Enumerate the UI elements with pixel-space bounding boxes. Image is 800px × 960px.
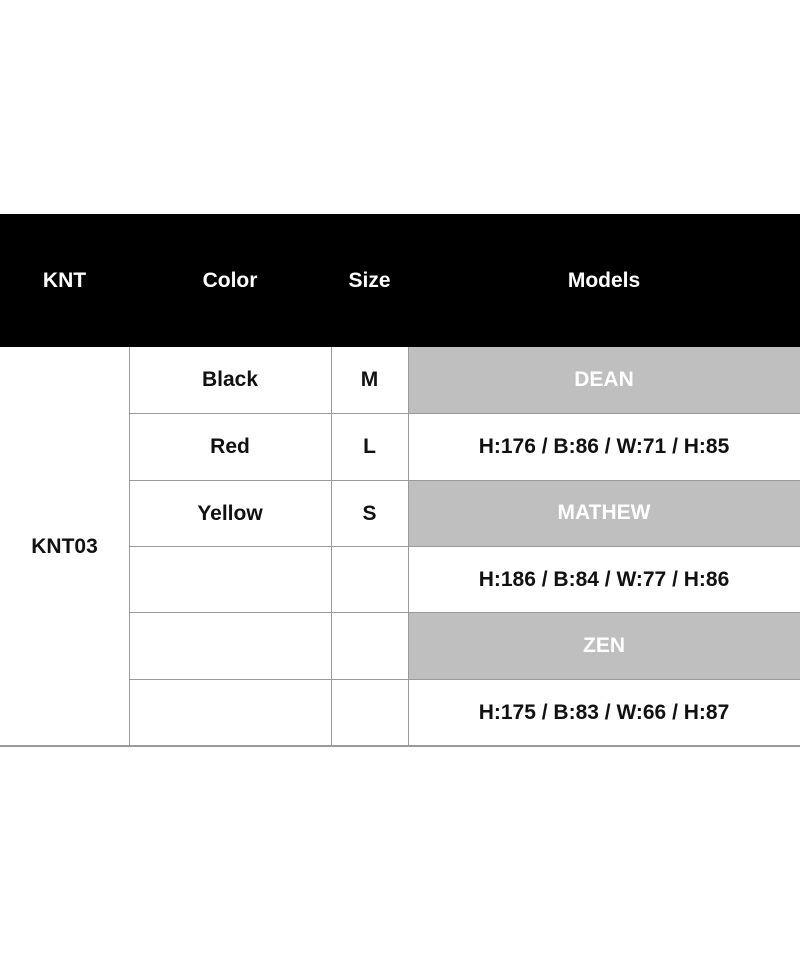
model-measurements: H:175 / B:83 / W:66 / H:87: [478, 701, 730, 724]
color-cell: Red: [210, 435, 250, 458]
product-code: KNT03: [31, 534, 98, 558]
header-knt: KNT: [42, 268, 87, 292]
color-cell: Yellow: [197, 502, 263, 525]
model-name: DEAN: [574, 368, 634, 391]
model-measurements: H:176 / B:86 / W:71 / H:85: [478, 435, 730, 458]
row-divider: [129, 480, 800, 481]
model-name-row: ZEN: [408, 613, 800, 679]
model-name-row: DEAN: [408, 347, 800, 413]
header-color: Color: [202, 268, 258, 292]
model-name-row: MATHEW: [408, 480, 800, 546]
size-cell: M: [360, 368, 379, 391]
table-header: KNT Color Size Models: [0, 214, 800, 347]
model-measurements: H:186 / B:84 / W:77 / H:86: [478, 568, 730, 591]
size-cell: S: [362, 502, 377, 525]
row-divider: [129, 679, 800, 680]
header-models: Models: [567, 268, 641, 292]
model-name: MATHEW: [557, 501, 651, 524]
column-divider: [129, 347, 130, 746]
row-divider: [129, 612, 800, 613]
row-divider: [129, 413, 800, 414]
model-name: ZEN: [583, 634, 625, 657]
header-size: Size: [348, 268, 391, 292]
column-divider: [408, 347, 409, 746]
row-divider: [129, 546, 800, 547]
size-cell: L: [363, 435, 376, 458]
column-divider: [331, 347, 332, 746]
table-bottom-border: [0, 745, 800, 747]
color-cell: Black: [201, 368, 259, 391]
